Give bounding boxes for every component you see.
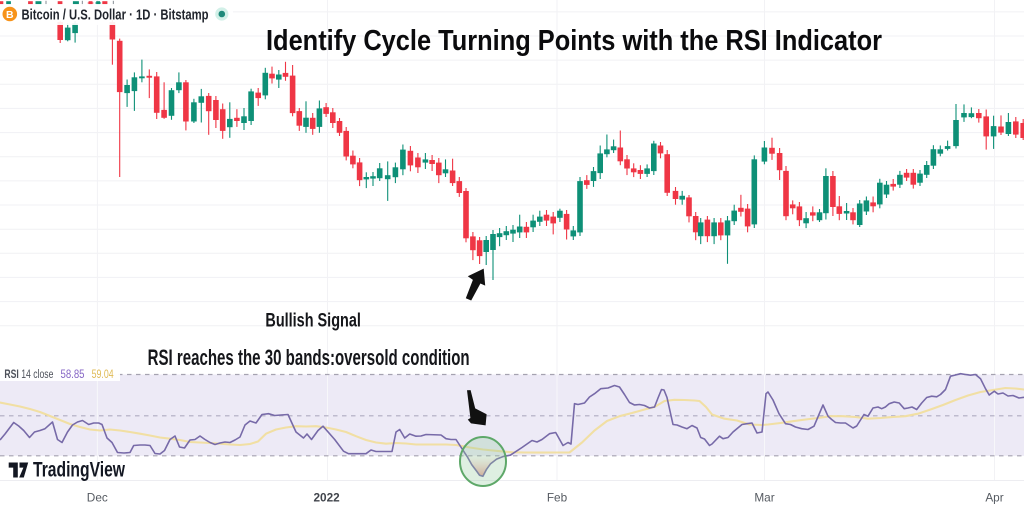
- svg-text:TradingView: TradingView: [33, 459, 125, 482]
- svg-text:Bitcoin / U.S. Dollar · 1D · B: Bitcoin / U.S. Dollar · 1D · Bitstamp: [22, 8, 209, 24]
- svg-text:59.04: 59.04: [92, 369, 114, 381]
- svg-text:Identify Cycle Turning Points: Identify Cycle Turning Points with the R…: [266, 25, 882, 57]
- svg-text:RSI reaches the 30 bands:overs: RSI reaches the 30 bands:oversold condit…: [148, 345, 470, 370]
- svg-text:B: B: [6, 9, 14, 21]
- svg-text:Bullish Signal: Bullish Signal: [265, 310, 361, 332]
- svg-text:Feb: Feb: [547, 491, 568, 505]
- svg-text:Mar: Mar: [754, 491, 774, 505]
- svg-text:2022: 2022: [313, 491, 340, 505]
- svg-text:Apr: Apr: [985, 491, 1003, 505]
- svg-text:58.85: 58.85: [61, 369, 85, 381]
- svg-text:Dec: Dec: [87, 491, 108, 505]
- svg-text:RSI 14 close: RSI 14 close: [4, 369, 53, 381]
